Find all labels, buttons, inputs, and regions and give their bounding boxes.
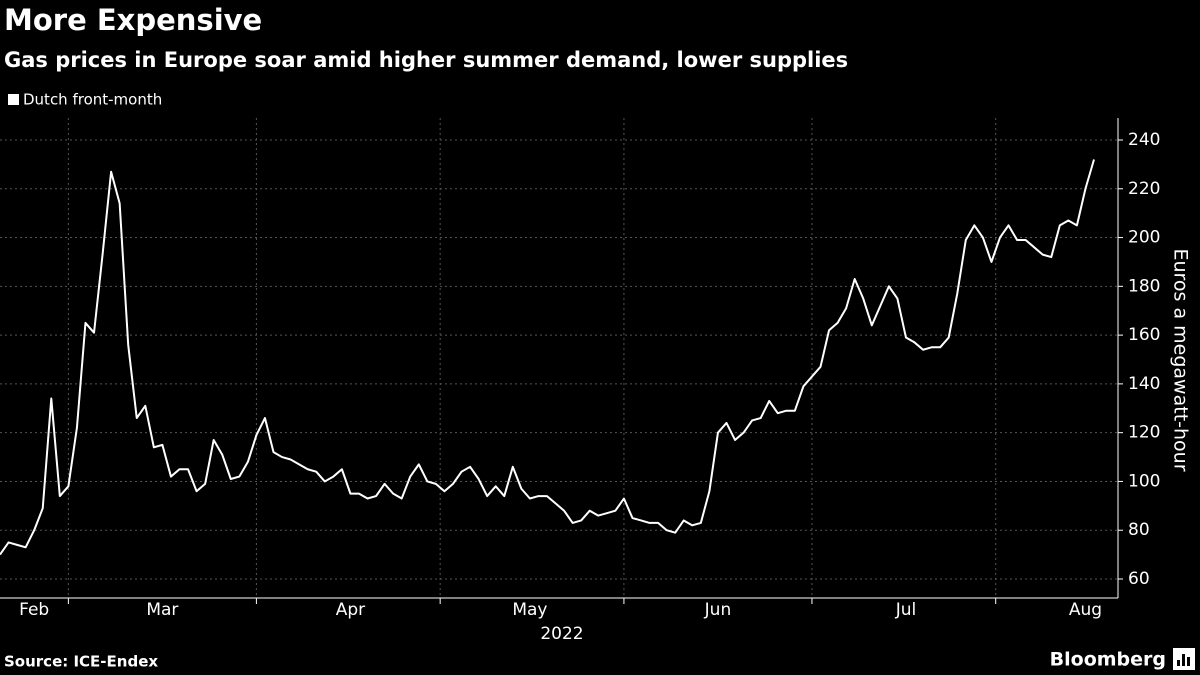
x-year-label: 2022 xyxy=(540,624,583,644)
y-tick-label: 200 xyxy=(1128,228,1160,248)
brand-icon xyxy=(1173,648,1195,670)
y-tick-label: 100 xyxy=(1128,471,1160,491)
x-tick-label: Mar xyxy=(146,600,178,620)
legend-swatch xyxy=(8,94,19,105)
source: Source: ICE-Endex xyxy=(4,653,158,671)
chart-title: More Expensive xyxy=(4,3,262,37)
y-tick-label: 160 xyxy=(1128,325,1160,345)
y-tick-label: 60 xyxy=(1128,569,1150,589)
legend-label: Dutch front-month xyxy=(23,91,162,109)
y-tick-label: 120 xyxy=(1128,423,1160,443)
y-tick-label: 220 xyxy=(1128,179,1160,199)
x-tick-label: Feb xyxy=(19,600,49,620)
y-tick-label: 140 xyxy=(1128,374,1160,394)
x-tick-label: Apr xyxy=(336,600,365,620)
brand: Bloomberg xyxy=(1050,649,1166,671)
x-tick-label: Jul xyxy=(895,600,917,620)
chart-subtitle: Gas prices in Europe soar amid higher su… xyxy=(4,48,848,72)
y-axis-label: Euros a megawatt-hour xyxy=(1170,248,1192,471)
x-tick-label: May xyxy=(512,600,547,620)
y-tick-label: 240 xyxy=(1128,130,1160,150)
y-tick-label: 80 xyxy=(1128,520,1150,540)
x-tick-label: Jun xyxy=(704,600,732,620)
line xyxy=(0,159,1095,556)
x-tick-label: Aug xyxy=(1069,600,1102,620)
y-tick-label: 180 xyxy=(1128,276,1160,296)
